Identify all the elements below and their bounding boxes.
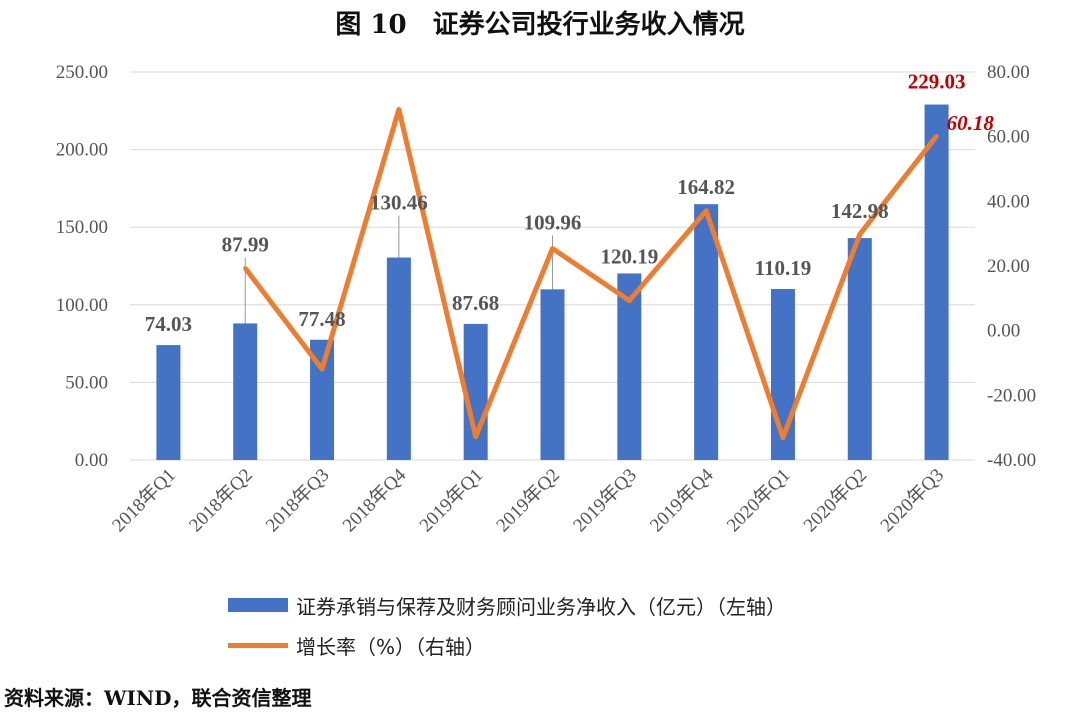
growth-rate-point bbox=[627, 298, 632, 303]
line-series bbox=[243, 107, 939, 441]
legend-item-bar: 证券承销与保荐及财务顾问业务净收入（亿元）（左轴） bbox=[228, 590, 786, 620]
bar-data-label: 229.03 bbox=[908, 70, 966, 94]
bar bbox=[617, 273, 642, 460]
growth-rate-point bbox=[550, 246, 555, 251]
bar-data-label: 87.99 bbox=[222, 232, 269, 256]
left-tick-label: 100.00 bbox=[56, 295, 108, 316]
bar bbox=[924, 104, 949, 460]
category-label: 2019年Q4 bbox=[645, 464, 718, 537]
category-label: 2018年Q4 bbox=[338, 464, 411, 537]
growth-rate-point bbox=[320, 367, 325, 372]
legend-line-label: 增长率（%）（右轴） bbox=[296, 634, 486, 659]
chart-title: 图 10 证券公司投行业务收入情况 bbox=[335, 10, 745, 40]
growth-rate-point bbox=[857, 232, 862, 237]
bar-data-label: 87.68 bbox=[452, 291, 499, 315]
growth-rate-point bbox=[780, 435, 785, 440]
category-label: 2019年Q2 bbox=[492, 464, 564, 536]
bar bbox=[386, 257, 411, 460]
growth-rate-point bbox=[473, 434, 478, 439]
left-tick-label: 0.00 bbox=[75, 450, 108, 471]
legend-bar-label: 证券承销与保荐及财务顾问业务净收入（亿元）（左轴） bbox=[296, 594, 786, 619]
category-label: 2018年Q3 bbox=[261, 464, 333, 536]
right-tick-label: 60.00 bbox=[987, 127, 1030, 148]
legend-line-swatch bbox=[228, 642, 288, 648]
right-tick-label: 80.00 bbox=[987, 62, 1030, 83]
bar-data-label: 110.19 bbox=[755, 256, 812, 280]
bar bbox=[694, 204, 719, 460]
chart-svg: 0.00 50.00 100.00 150.00 200.00 250.00 -40.00… bbox=[56, 62, 1036, 537]
bar bbox=[540, 289, 565, 460]
growth-rate-point bbox=[243, 266, 248, 271]
left-tick-label: 50.00 bbox=[65, 372, 108, 393]
right-tick-label: -40.00 bbox=[987, 450, 1036, 471]
bar-data-label: 120.19 bbox=[600, 244, 658, 268]
category-axis-labels: 2018年Q1 2018年Q2 2018年Q3 2018年Q4 2019年Q1 2019年… bbox=[108, 464, 948, 537]
legend-bar-swatch bbox=[228, 598, 288, 612]
bar-data-label: 142.98 bbox=[831, 199, 889, 223]
right-tick-label: 40.00 bbox=[987, 191, 1030, 212]
left-tick-label: 250.00 bbox=[56, 62, 108, 83]
left-tick-label: 150.00 bbox=[56, 217, 108, 238]
right-tick-label: -20.00 bbox=[987, 385, 1036, 406]
left-axis-ticks: 0.00 50.00 100.00 150.00 200.00 250.00 bbox=[56, 62, 108, 471]
category-label: 2020年Q1 bbox=[722, 464, 794, 536]
growth-rate-point bbox=[396, 107, 401, 112]
right-tick-label: 0.00 bbox=[987, 321, 1020, 342]
bar bbox=[233, 323, 258, 460]
category-label: 2020年Q3 bbox=[876, 464, 948, 536]
bar bbox=[847, 238, 872, 460]
category-label: 2019年Q1 bbox=[415, 464, 487, 536]
right-tick-label: 20.00 bbox=[987, 256, 1030, 277]
source-note: 资料来源：WIND，联合资信整理 bbox=[4, 686, 312, 710]
bar-data-label: 130.46 bbox=[370, 191, 428, 215]
category-label: 2018年Q2 bbox=[184, 464, 256, 536]
legend-item-line: 增长率（%）（右轴） bbox=[228, 630, 485, 660]
bar-data-label: 164.82 bbox=[677, 175, 735, 199]
rate-data-label: 60.18 bbox=[947, 111, 995, 135]
bar bbox=[156, 345, 181, 460]
category-label: 2018年Q1 bbox=[108, 464, 180, 536]
growth-rate-point bbox=[934, 134, 939, 139]
growth-rate-point bbox=[704, 208, 709, 213]
category-label: 2020年Q2 bbox=[799, 464, 871, 536]
category-label: 2019年Q3 bbox=[569, 464, 641, 536]
right-axis-ticks: -40.00 -20.00 0.00 20.00 40.00 60.00 80.00 bbox=[987, 62, 1036, 471]
bar-data-label: 109.96 bbox=[524, 210, 582, 234]
bar-data-label: 74.03 bbox=[145, 312, 192, 336]
left-tick-label: 200.00 bbox=[56, 140, 108, 161]
bar-data-labels: 74.03 87.99 77.48 130.46 87.68 109.96 120.19 16… bbox=[145, 70, 995, 337]
growth-rate-line bbox=[243, 107, 939, 441]
bar-data-label: 77.48 bbox=[298, 307, 345, 331]
